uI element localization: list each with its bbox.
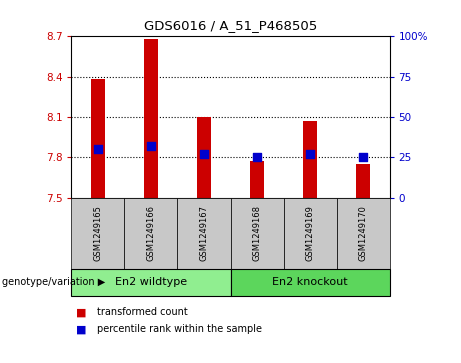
Point <box>148 143 155 149</box>
Text: ■: ■ <box>76 324 87 334</box>
Text: GSM1249168: GSM1249168 <box>253 205 261 261</box>
Bar <box>144 39 158 198</box>
Text: GSM1249170: GSM1249170 <box>359 205 367 261</box>
Text: genotype/variation ▶: genotype/variation ▶ <box>2 277 106 287</box>
Text: GSM1249167: GSM1249167 <box>200 205 208 261</box>
Point <box>94 147 101 152</box>
Bar <box>91 79 105 198</box>
Text: GSM1249165: GSM1249165 <box>94 205 102 261</box>
Point <box>200 151 207 157</box>
Title: GDS6016 / A_51_P468505: GDS6016 / A_51_P468505 <box>144 19 317 32</box>
Text: En2 knockout: En2 knockout <box>272 277 348 287</box>
Text: percentile rank within the sample: percentile rank within the sample <box>97 324 262 334</box>
Text: GSM1249166: GSM1249166 <box>147 205 155 261</box>
Text: ■: ■ <box>76 307 87 317</box>
Text: GSM1249169: GSM1249169 <box>306 205 314 261</box>
Bar <box>303 121 317 198</box>
Text: transformed count: transformed count <box>97 307 188 317</box>
Bar <box>197 117 211 198</box>
Point <box>254 155 261 160</box>
Bar <box>356 164 370 198</box>
Bar <box>250 162 264 198</box>
Point <box>359 155 366 160</box>
Point <box>306 151 313 157</box>
Text: En2 wildtype: En2 wildtype <box>115 277 187 287</box>
